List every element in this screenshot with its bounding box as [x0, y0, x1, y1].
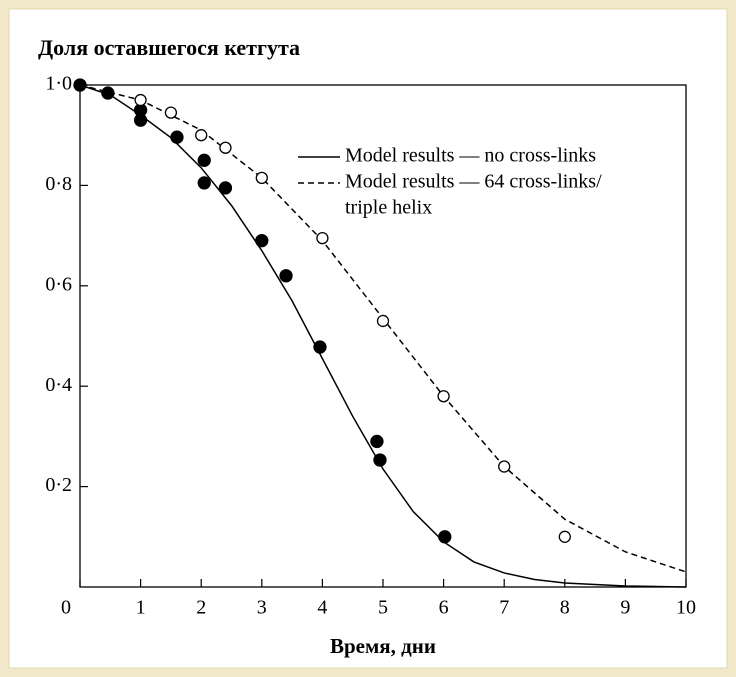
data-point: [170, 130, 184, 144]
x-tick-label: 1: [136, 597, 146, 619]
data-point: [255, 171, 268, 185]
x-tick-label: 4: [317, 597, 327, 619]
data-point: [195, 129, 208, 142]
x-tick-label: 0: [61, 597, 71, 619]
data-point: [373, 453, 387, 467]
data-point: [134, 93, 147, 107]
data-point: [197, 176, 211, 190]
data-point: [313, 340, 327, 354]
data-point: [438, 530, 452, 544]
y-tick-label: 0·8: [45, 173, 72, 195]
data-point: [279, 269, 293, 283]
chart-title: Доля оставшегося кетгута: [38, 35, 300, 60]
data-point: [437, 390, 450, 403]
data-point: [218, 181, 233, 195]
data-point: [376, 314, 390, 328]
x-tick-label: 2: [196, 597, 206, 619]
data-point: [133, 113, 148, 127]
y-tick-label: 0·2: [45, 474, 72, 496]
data-point: [73, 78, 87, 92]
data-point: [370, 434, 384, 449]
data-point: [498, 460, 511, 473]
x-tick-label: 7: [499, 597, 509, 619]
data-point: [164, 106, 178, 119]
x-tick-label: 8: [560, 597, 570, 619]
x-tick-label: 10: [676, 597, 696, 619]
x-tick-label: 3: [257, 597, 267, 619]
data-point: [101, 86, 115, 100]
data-point: [316, 231, 329, 245]
y-tick-label: 1·0: [45, 73, 72, 95]
x-tick-label: 9: [620, 597, 630, 619]
panel: [8, 8, 728, 669]
legend-label: Model results — 64 cross-links/: [345, 171, 602, 193]
x-axis-label: Время, дни: [330, 634, 436, 658]
legend-label: triple helix: [345, 197, 432, 219]
data-point: [558, 530, 571, 543]
x-tick-label: 6: [439, 597, 449, 619]
data-point: [197, 153, 211, 167]
y-tick-label: 0·4: [45, 374, 72, 396]
data-point: [219, 141, 232, 154]
legend-label: Model results — no cross-links: [345, 145, 596, 167]
data-point: [255, 233, 269, 248]
y-tick-label: 0·6: [45, 273, 72, 295]
x-tick-label: 5: [378, 597, 388, 619]
